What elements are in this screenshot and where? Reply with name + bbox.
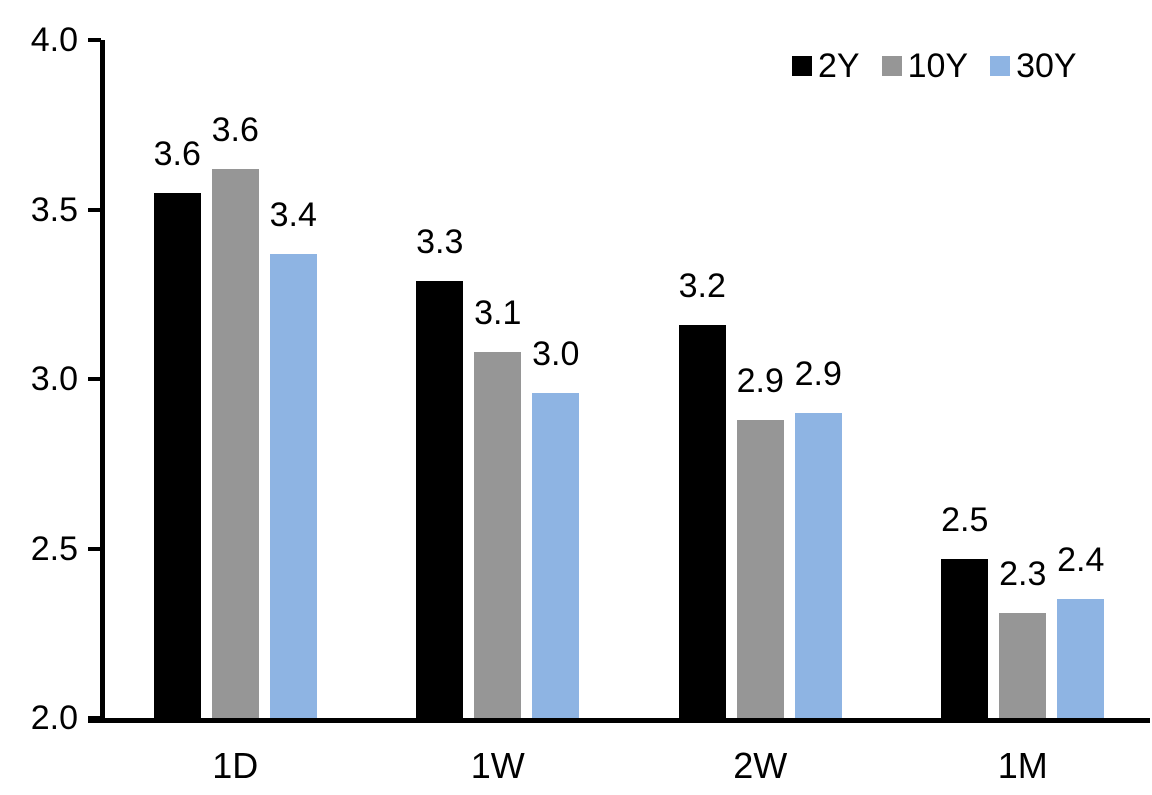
bar-2Y-1W: [416, 280, 464, 718]
legend-label: 30Y: [1016, 46, 1077, 85]
y-tick-mark: [88, 207, 101, 212]
legend-swatch-icon: [990, 56, 1011, 76]
bar-30Y-2W: [794, 412, 842, 718]
y-tick-mark: [88, 377, 101, 381]
x-axis-label-2W: 2W: [733, 745, 788, 786]
data-label-30Y-1D: 3.4: [269, 195, 317, 234]
data-label-2Y-1W: 3.3: [416, 222, 464, 261]
legend-label: 10Y: [907, 46, 969, 85]
legend: 2Y 10Y 30Y: [792, 46, 1077, 86]
data-label-10Y-2W: 2.9: [736, 361, 784, 400]
bar-2Y-1D: [153, 192, 201, 718]
y-tick-mark: [88, 716, 101, 720]
y-axis-line: [100, 40, 105, 723]
legend-item-10Y: 10Y: [881, 46, 969, 86]
data-label-10Y-1W: 3.1: [474, 293, 522, 332]
bar-10Y-1W: [474, 351, 522, 718]
bar-10Y-2W: [736, 419, 784, 718]
y-tick-label: 2.5: [30, 529, 78, 568]
y-tick-mark: [88, 546, 101, 551]
data-label-30Y-1M: 2.4: [1057, 541, 1105, 580]
legend-swatch-icon: [792, 56, 812, 76]
bar-2Y-1M: [941, 558, 989, 718]
y-tick-mark: [88, 38, 101, 42]
legend-swatch-icon: [881, 56, 902, 76]
bar-10Y-1M: [999, 612, 1047, 718]
x-axis-label-1M: 1M: [997, 745, 1048, 786]
data-label-10Y-1M: 2.3: [999, 554, 1047, 593]
data-label-30Y-2W: 2.9: [794, 354, 842, 393]
bar-30Y-1D: [269, 253, 317, 718]
x-axis-label-1W: 1W: [470, 745, 525, 786]
data-label-30Y-1W: 3.0: [532, 334, 580, 373]
y-tick-label: 3.0: [30, 360, 78, 398]
data-label-2Y-2W: 3.2: [678, 266, 726, 305]
data-label-2Y-1M: 2.5: [941, 500, 989, 539]
bar-30Y-1W: [532, 392, 580, 718]
bar-10Y-1D: [211, 168, 259, 718]
y-tick-label: 2.0: [30, 699, 78, 737]
legend-item-2Y: 2Y: [792, 47, 860, 86]
legend-item-30Y: 30Y: [990, 47, 1077, 86]
data-label-10Y-1D: 3.6: [211, 110, 259, 149]
y-tick-label: 4.0: [30, 21, 78, 59]
bar-30Y-1M: [1057, 599, 1105, 718]
x-axis-line: [88, 718, 1150, 723]
x-axis-label-1D: 1D: [212, 745, 259, 786]
legend-label: 2Y: [818, 46, 860, 85]
data-label-2Y-1D: 3.6: [153, 134, 201, 173]
bar-2Y-2W: [678, 324, 726, 718]
y-tick-label: 3.5: [30, 190, 78, 229]
